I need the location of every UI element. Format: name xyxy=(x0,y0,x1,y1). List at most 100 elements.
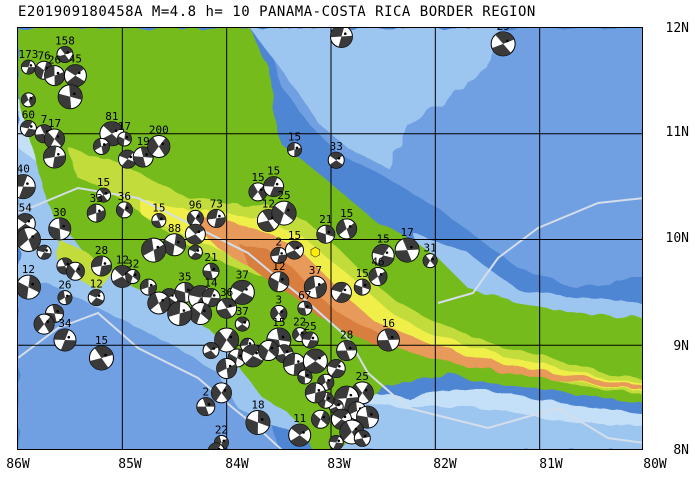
focal-mechanism-axis xyxy=(26,182,29,185)
focal-mechanism-axis xyxy=(348,346,352,350)
focal-mechanism-quadrant xyxy=(93,138,102,151)
focal-mechanism-quadrant xyxy=(96,209,106,223)
focal-mechanism: 67 xyxy=(297,289,313,316)
focal-depth-label: 15 xyxy=(152,201,165,214)
focal-mechanism-axis xyxy=(317,389,321,392)
focal-mechanism-quadrant xyxy=(362,279,371,290)
focal-mechanism-axis xyxy=(161,298,164,302)
focal-mechanism-axis xyxy=(385,251,389,254)
focal-mechanism-quadrant xyxy=(221,298,237,309)
focal-mechanism: 17 xyxy=(394,226,420,263)
focal-mechanism: 28 xyxy=(336,329,358,362)
focal-mechanism-axis xyxy=(29,125,33,128)
focal-mechanism-quadrant xyxy=(325,377,334,390)
focal-mechanism xyxy=(216,358,238,380)
focal-mechanism-quadrant xyxy=(44,316,55,333)
focal-mechanism-axis xyxy=(177,240,180,244)
focal-mechanism xyxy=(43,145,67,169)
focal-mechanism-axis xyxy=(255,351,258,355)
focal-depth-label: 31 xyxy=(423,242,436,255)
focal-mechanism-quadrant xyxy=(294,147,302,157)
focal-mechanism: 25 xyxy=(271,189,297,226)
focal-mechanism-quadrant xyxy=(283,353,296,368)
focal-mechanism-quadrant xyxy=(305,361,325,374)
focal-mechanism xyxy=(304,382,326,404)
focal-mechanism-quadrant xyxy=(57,290,65,302)
lon-label-85w: 85W xyxy=(118,457,142,472)
focal-mechanism-axis xyxy=(197,230,201,234)
focal-mechanism-quadrant xyxy=(147,137,159,156)
focal-mechanism-quadrant xyxy=(226,329,239,350)
focal-mechanism-quadrant xyxy=(119,150,134,160)
focal-mechanism-axis xyxy=(280,252,283,255)
focal-mechanism-quadrant xyxy=(148,284,157,296)
focal-depth-label: 88 xyxy=(168,222,181,235)
focal-mechanism-axis xyxy=(57,152,60,156)
focal-mechanism-quadrant xyxy=(209,263,220,273)
focal-mechanism-quadrant xyxy=(66,75,85,87)
focal-mechanism-axis xyxy=(67,335,71,339)
focal-mechanism-quadrant xyxy=(395,250,412,263)
focal-mechanism-quadrant xyxy=(336,219,347,236)
focal-mechanism-quadrant xyxy=(147,292,159,311)
focal-mechanism: 15 xyxy=(336,207,358,240)
focal-mechanism-quadrant xyxy=(314,390,326,403)
focal-depth-label: 28 xyxy=(340,329,353,342)
focal-mechanism: 36 xyxy=(115,190,133,219)
focal-mechanism: 33 xyxy=(327,140,345,169)
focal-mechanism-quadrant xyxy=(140,279,149,290)
focal-mechanism-quadrant xyxy=(316,231,327,244)
focal-mechanism: 15 xyxy=(353,267,371,296)
focal-mechanism-quadrant xyxy=(48,225,61,240)
focal-mechanism-axis xyxy=(306,305,309,308)
focal-mechanism-quadrant xyxy=(58,93,72,109)
focal-mechanism-quadrant xyxy=(305,349,326,362)
focal-mechanism: 29 xyxy=(490,28,516,57)
focal-depth-label: 28 xyxy=(95,244,108,257)
event-epicenter-marker xyxy=(310,246,321,258)
focal-mechanism-axis xyxy=(410,245,413,249)
focal-mechanism-quadrant xyxy=(329,152,343,161)
focal-mechanism-quadrant xyxy=(28,275,41,293)
focal-mechanism-axis xyxy=(354,427,358,431)
focal-mechanism-axis xyxy=(370,413,373,416)
focal-mechanism-quadrant xyxy=(302,331,314,340)
focal-mechanism-quadrant xyxy=(28,95,36,107)
focal-depth-label: 37 xyxy=(236,268,249,281)
focal-mechanism: 15 xyxy=(88,334,114,371)
focal-mechanism-quadrant xyxy=(306,339,319,348)
focal-mechanism-axis xyxy=(56,71,60,75)
focal-mechanism-quadrant xyxy=(430,254,438,267)
focal-mechanism-axis xyxy=(337,439,340,443)
focal-depth-label: 14 xyxy=(204,277,218,290)
focal-mechanism-quadrant xyxy=(236,324,248,332)
focal-mechanism-axis xyxy=(349,393,353,397)
focal-mechanism: 173 xyxy=(18,48,38,75)
focal-mechanism-quadrant xyxy=(290,435,309,447)
focal-mechanism: 15 xyxy=(96,176,112,203)
focal-mechanism-quadrant xyxy=(208,443,222,449)
focal-depth-label: 22 xyxy=(293,316,306,329)
focal-mechanism-quadrant xyxy=(287,142,295,152)
focal-depth-label: 26 xyxy=(58,279,71,292)
focal-mechanism: 32 xyxy=(125,258,141,285)
focal-mechanism: 14 xyxy=(201,277,221,308)
focal-depth-label: 16 xyxy=(382,317,395,330)
focal-mechanism-axis xyxy=(31,282,34,286)
focal-mechanism-quadrant xyxy=(325,225,335,237)
focal-mechanism-quadrant xyxy=(332,409,349,420)
focal-mechanism: 37 xyxy=(229,268,255,305)
focal-mechanism xyxy=(65,261,85,281)
focal-depth-label: 15 xyxy=(272,316,285,329)
focal-mechanism-axis xyxy=(207,403,211,406)
focal-mechanism-quadrant xyxy=(335,292,352,303)
focal-mechanism-quadrant xyxy=(207,209,219,220)
focal-depth-label: 21 xyxy=(204,251,217,264)
land-mountain xyxy=(198,218,642,389)
focal-mechanism xyxy=(184,223,206,245)
focal-mechanism: 21 xyxy=(202,251,220,280)
focal-mechanism: 17 xyxy=(44,117,66,150)
focal-mechanism-quadrant xyxy=(216,308,233,319)
focal-mechanism-quadrant xyxy=(292,328,300,340)
focal-mechanism-quadrant xyxy=(28,231,41,251)
